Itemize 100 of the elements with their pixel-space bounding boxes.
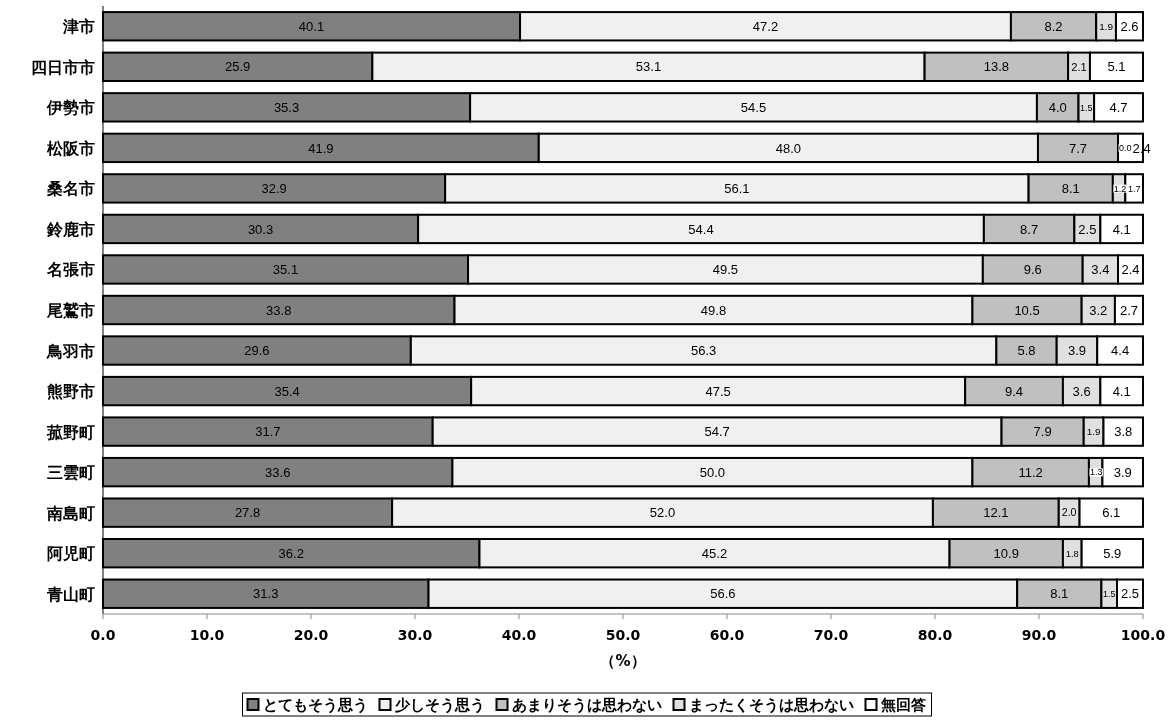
data-label: 45.2 bbox=[701, 545, 728, 561]
data-label: 30.3 bbox=[247, 221, 274, 237]
data-label: 5.8 bbox=[1017, 343, 1036, 359]
data-label: 8.7 bbox=[1020, 221, 1039, 237]
data-label: 1.5 bbox=[1080, 102, 1093, 113]
data-label: 12.1 bbox=[983, 505, 1009, 521]
legend-label: まったくそうは思わない bbox=[688, 696, 854, 714]
data-label: 10.5 bbox=[1014, 302, 1040, 318]
x-tick-label: 20.0 bbox=[293, 627, 329, 643]
data-label: 50.0 bbox=[699, 464, 726, 480]
data-label: 29.6 bbox=[244, 343, 270, 359]
data-label: 9.4 bbox=[1005, 383, 1024, 399]
data-label: 3.4 bbox=[1091, 262, 1110, 278]
data-label: 2.5 bbox=[1120, 586, 1140, 602]
y-tick-label: 四日市市 bbox=[31, 57, 95, 77]
data-label: 2.1 bbox=[1071, 60, 1087, 73]
data-label: 56.3 bbox=[690, 343, 717, 359]
data-label: 2.6 bbox=[1120, 18, 1139, 34]
y-tick-label: 津市 bbox=[62, 17, 95, 37]
data-label: 47.5 bbox=[705, 383, 731, 399]
data-label: 49.8 bbox=[700, 302, 727, 318]
data-label: 33.6 bbox=[265, 464, 291, 480]
data-label: 49.5 bbox=[712, 262, 739, 278]
data-label: 11.2 bbox=[1018, 464, 1043, 480]
y-tick-label: 三雲町 bbox=[47, 463, 95, 483]
data-label: 0.0 bbox=[1119, 143, 1132, 154]
data-label: 2.5 bbox=[1078, 221, 1097, 237]
data-label: 3.9 bbox=[1067, 343, 1086, 359]
data-label: 35.1 bbox=[272, 262, 299, 278]
data-label: 4.1 bbox=[1112, 383, 1131, 399]
data-label: 56.6 bbox=[710, 586, 736, 602]
x-tick-label: 60.0 bbox=[709, 627, 745, 643]
data-label: 2.4 bbox=[1121, 262, 1140, 278]
data-label: 1.2 bbox=[1113, 183, 1127, 194]
data-label: 3.6 bbox=[1072, 383, 1091, 399]
data-label: 4.7 bbox=[1109, 100, 1128, 116]
data-label: 52.0 bbox=[649, 505, 676, 521]
y-tick-label: 伊勢市 bbox=[46, 98, 95, 118]
y-tick-label: 尾鷲市 bbox=[46, 301, 95, 320]
x-tick-label: 70.0 bbox=[813, 627, 849, 643]
legend-label: あまりそうは思わない bbox=[511, 696, 662, 714]
data-label: 8.2 bbox=[1044, 18, 1063, 34]
data-label: 48.0 bbox=[775, 140, 802, 156]
data-label: 13.8 bbox=[983, 59, 1010, 75]
data-label: 1.5 bbox=[1102, 588, 1116, 599]
data-label: 35.3 bbox=[273, 100, 300, 116]
data-label: 4.4 bbox=[1111, 343, 1130, 359]
legend-label: 無回答 bbox=[879, 696, 926, 714]
data-label: 7.9 bbox=[1033, 424, 1052, 440]
data-label: 31.7 bbox=[255, 424, 281, 440]
data-label: 3.8 bbox=[1114, 424, 1133, 440]
data-label: 4.0 bbox=[1048, 100, 1067, 116]
data-label: 54.5 bbox=[740, 100, 767, 116]
data-label: 33.8 bbox=[266, 302, 292, 318]
data-label: 1.8 bbox=[1065, 548, 1079, 559]
y-tick-label: 名張市 bbox=[46, 260, 95, 280]
y-tick-label: 松阪市 bbox=[46, 138, 95, 158]
data-label: 2.0 bbox=[1061, 506, 1077, 519]
data-label: 27.8 bbox=[234, 505, 261, 521]
y-tick-label: 桑名市 bbox=[46, 179, 95, 199]
data-label: 3.9 bbox=[1113, 464, 1132, 480]
data-label: 4.1 bbox=[1112, 221, 1131, 237]
data-label: 6.1 bbox=[1102, 505, 1121, 521]
x-tick-label: 30.0 bbox=[397, 627, 433, 643]
data-label: 40.1 bbox=[298, 18, 325, 34]
data-label: 56.1 bbox=[724, 181, 750, 197]
data-label: 8.1 bbox=[1050, 586, 1069, 602]
data-label: 3.2 bbox=[1089, 302, 1108, 318]
x-tick-label: 100.0 bbox=[1120, 627, 1166, 643]
data-label: 1.7 bbox=[1127, 183, 1141, 194]
data-label: 41.9 bbox=[308, 140, 334, 156]
y-tick-label: 南島町 bbox=[46, 503, 95, 523]
data-label: 53.1 bbox=[635, 59, 662, 75]
data-label: 1.9 bbox=[1099, 20, 1114, 32]
data-label: 35.4 bbox=[274, 383, 300, 399]
data-label: 1.9 bbox=[1086, 426, 1101, 438]
data-label: 54.4 bbox=[688, 221, 714, 237]
y-tick-label: 熊野市 bbox=[47, 382, 95, 402]
y-tick-label: 鳥羽市 bbox=[46, 341, 95, 361]
legend-label: とてもそう思う bbox=[262, 696, 368, 714]
data-label: 54.7 bbox=[704, 424, 730, 440]
data-label: 25.9 bbox=[225, 59, 251, 75]
data-label: 2.7 bbox=[1119, 302, 1138, 318]
y-tick-label: 菰野町 bbox=[46, 422, 95, 442]
data-label: 8.1 bbox=[1061, 181, 1080, 197]
data-label: 5.1 bbox=[1107, 59, 1126, 75]
data-label: 32.9 bbox=[261, 181, 287, 197]
legend-label: 少しそう思う bbox=[394, 696, 485, 714]
x-tick-label: 50.0 bbox=[605, 627, 641, 643]
data-label: 1.3 bbox=[1089, 467, 1103, 478]
data-label: 10.9 bbox=[993, 545, 1019, 561]
x-axis-title: （%） bbox=[600, 652, 646, 670]
data-label: 7.7 bbox=[1068, 140, 1088, 156]
x-tick-label: 80.0 bbox=[917, 627, 953, 643]
y-tick-label: 阿児町 bbox=[47, 544, 95, 564]
x-tick-label: 0.0 bbox=[90, 627, 116, 643]
x-tick-label: 90.0 bbox=[1021, 627, 1057, 643]
data-label: 9.6 bbox=[1023, 262, 1042, 278]
y-tick-label: 鈴鹿市 bbox=[46, 219, 95, 239]
data-label: 31.3 bbox=[253, 586, 279, 602]
